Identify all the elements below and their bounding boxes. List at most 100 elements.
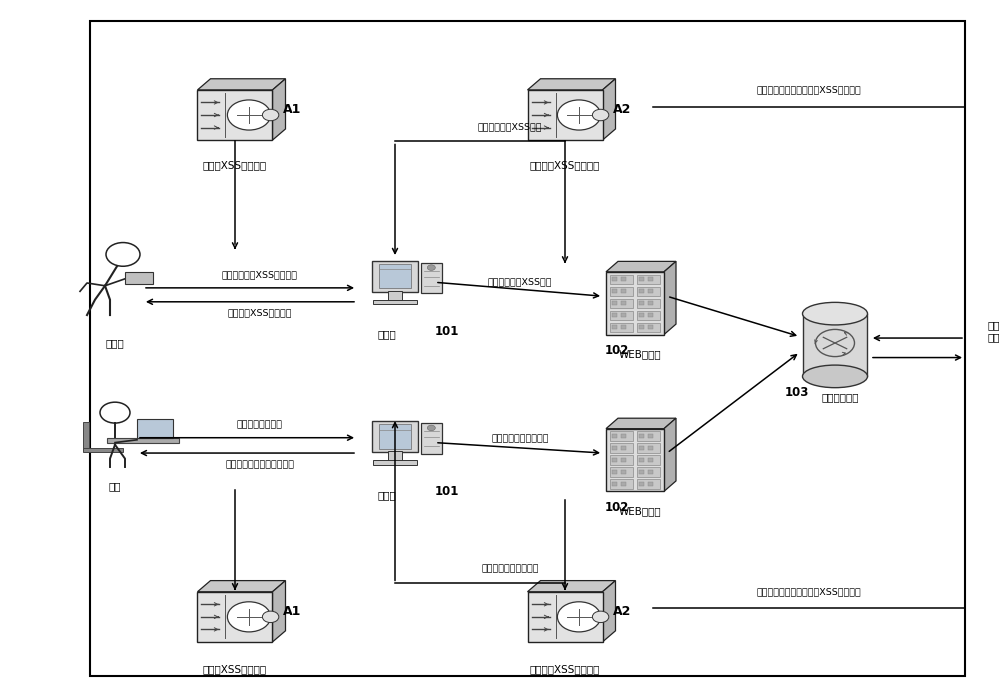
Text: 根据不同微服务动态分配XSS拦截配置: 根据不同微服务动态分配XSS拦截配置 bbox=[757, 85, 861, 94]
Bar bbox=[528, 90, 602, 140]
Bar bbox=[648, 470, 653, 474]
Bar bbox=[637, 431, 660, 441]
Bar bbox=[639, 277, 644, 281]
Bar bbox=[83, 448, 123, 452]
Bar bbox=[621, 434, 626, 438]
Bar bbox=[639, 325, 644, 329]
Bar bbox=[372, 261, 418, 292]
Text: 数据库服务器: 数据库服务器 bbox=[821, 392, 859, 402]
Bar bbox=[639, 289, 644, 293]
Bar bbox=[612, 458, 617, 462]
Text: WEB服务器: WEB服务器 bbox=[619, 349, 661, 359]
Bar bbox=[648, 434, 653, 438]
Bar bbox=[637, 480, 660, 489]
Bar bbox=[610, 468, 633, 477]
Polygon shape bbox=[272, 581, 286, 642]
Bar bbox=[610, 311, 633, 320]
Bar bbox=[612, 277, 617, 281]
Text: A1: A1 bbox=[283, 103, 301, 116]
Bar bbox=[197, 592, 272, 642]
Text: 用户正常请求数据放通: 用户正常请求数据放通 bbox=[491, 434, 549, 443]
Bar bbox=[612, 434, 617, 438]
Polygon shape bbox=[606, 418, 676, 429]
Bar bbox=[125, 272, 153, 284]
Bar bbox=[83, 422, 89, 450]
Text: 用户: 用户 bbox=[109, 482, 121, 491]
Text: WEB服务器: WEB服务器 bbox=[619, 506, 661, 516]
Bar bbox=[90, 21, 965, 676]
Bar bbox=[639, 314, 644, 317]
Bar bbox=[648, 482, 653, 486]
Text: 客户端XSS安全组件: 客户端XSS安全组件 bbox=[203, 160, 267, 170]
Text: 前端请求参数XSS攻击拦截: 前端请求参数XSS攻击拦截 bbox=[222, 270, 298, 279]
Bar bbox=[379, 264, 411, 289]
Text: 101: 101 bbox=[435, 485, 459, 498]
Bar bbox=[388, 452, 402, 461]
Text: 101: 101 bbox=[435, 325, 459, 337]
Bar bbox=[610, 298, 633, 308]
Text: 服务器端XSS安全组件: 服务器端XSS安全组件 bbox=[530, 664, 600, 674]
Bar bbox=[612, 314, 617, 317]
Circle shape bbox=[557, 100, 601, 130]
Bar bbox=[637, 455, 660, 465]
Text: 响应数据XSS攻击拦截: 响应数据XSS攻击拦截 bbox=[228, 309, 292, 318]
Bar bbox=[612, 325, 617, 329]
Bar bbox=[621, 314, 626, 317]
Text: 用户获取到安全的响应数据: 用户获取到安全的响应数据 bbox=[226, 460, 294, 469]
Bar bbox=[621, 458, 626, 462]
Bar bbox=[621, 482, 626, 486]
Text: A1: A1 bbox=[283, 605, 301, 618]
Text: 102: 102 bbox=[605, 344, 629, 357]
Text: 攻击者: 攻击者 bbox=[106, 339, 124, 348]
Bar bbox=[528, 592, 602, 642]
Bar bbox=[388, 291, 402, 300]
Bar bbox=[197, 90, 272, 140]
Bar bbox=[639, 434, 644, 438]
Text: 浏览器: 浏览器 bbox=[378, 490, 396, 500]
Bar bbox=[648, 325, 653, 329]
Bar bbox=[606, 272, 664, 335]
Bar bbox=[639, 301, 644, 305]
Circle shape bbox=[227, 100, 271, 130]
Bar bbox=[372, 421, 418, 452]
Circle shape bbox=[557, 602, 601, 632]
Bar bbox=[637, 311, 660, 320]
Bar bbox=[421, 423, 442, 454]
Bar bbox=[637, 323, 660, 332]
Bar bbox=[606, 429, 664, 491]
Ellipse shape bbox=[802, 302, 868, 325]
Bar bbox=[610, 480, 633, 489]
Bar bbox=[621, 470, 626, 474]
Text: A2: A2 bbox=[613, 605, 631, 618]
Bar bbox=[637, 468, 660, 477]
Bar bbox=[802, 314, 868, 376]
Bar bbox=[648, 314, 653, 317]
Text: 后端响应数据XSS拦截: 后端响应数据XSS拦截 bbox=[478, 123, 542, 132]
Bar bbox=[637, 286, 660, 296]
Text: 103: 103 bbox=[785, 386, 809, 399]
Bar bbox=[610, 455, 633, 465]
Bar bbox=[639, 458, 644, 462]
Circle shape bbox=[427, 425, 435, 431]
Text: A2: A2 bbox=[613, 103, 631, 116]
Bar bbox=[612, 301, 617, 305]
Bar bbox=[637, 275, 660, 284]
Polygon shape bbox=[602, 581, 615, 642]
Bar bbox=[610, 275, 633, 284]
Bar bbox=[610, 286, 633, 296]
Text: 后端请求数据XSS拦截: 后端请求数据XSS拦截 bbox=[488, 277, 552, 286]
Circle shape bbox=[100, 402, 130, 423]
Bar bbox=[421, 263, 442, 293]
Bar bbox=[639, 470, 644, 474]
Polygon shape bbox=[664, 261, 676, 335]
Polygon shape bbox=[664, 418, 676, 491]
Bar bbox=[621, 301, 626, 305]
Ellipse shape bbox=[802, 365, 868, 388]
Bar bbox=[648, 458, 653, 462]
Bar bbox=[648, 446, 653, 450]
Bar bbox=[648, 289, 653, 293]
Bar bbox=[612, 289, 617, 293]
Bar bbox=[637, 443, 660, 452]
Circle shape bbox=[427, 265, 435, 270]
Bar bbox=[621, 446, 626, 450]
